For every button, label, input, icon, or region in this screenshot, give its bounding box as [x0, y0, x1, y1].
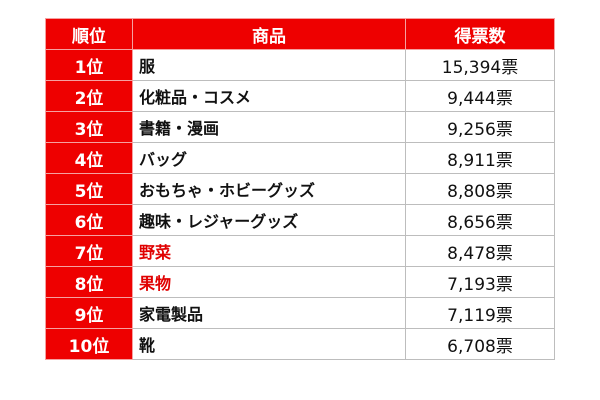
table-row: 6位 趣味・レジャーグッズ 8,656票 [45, 204, 555, 236]
votes-cell: 6,708票 [405, 328, 555, 360]
item-cell: バッグ [132, 142, 406, 174]
item-column-header: 商品 [132, 18, 406, 50]
item-cell: 家電製品 [132, 297, 406, 329]
table-row: 2位 化粧品・コスメ 9,444票 [45, 80, 555, 112]
header-row: 順位 商品 得票数 [45, 18, 555, 50]
ranking-table: 順位 商品 得票数 1位 服 15,394票 2位 化粧品・コスメ 9,444票… [45, 18, 555, 360]
votes-cell: 9,444票 [405, 80, 555, 112]
table-row: 9位 家電製品 7,119票 [45, 297, 555, 329]
rank-cell: 7位 [45, 235, 133, 267]
rank-cell: 5位 [45, 173, 133, 205]
item-cell: 書籍・漫画 [132, 111, 406, 143]
item-cell: 化粧品・コスメ [132, 80, 406, 112]
rank-cell: 6位 [45, 204, 133, 236]
item-cell-highlighted: 果物 [132, 266, 406, 298]
rank-cell: 9位 [45, 297, 133, 329]
votes-cell: 8,656票 [405, 204, 555, 236]
votes-cell: 8,478票 [405, 235, 555, 267]
table-row: 3位 書籍・漫画 9,256票 [45, 111, 555, 143]
table-row: 4位 バッグ 8,911票 [45, 142, 555, 174]
rank-cell: 10位 [45, 328, 133, 360]
table-row: 7位 野菜 8,478票 [45, 235, 555, 267]
table-row: 8位 果物 7,193票 [45, 266, 555, 298]
item-cell: おもちゃ・ホビーグッズ [132, 173, 406, 205]
rank-cell: 1位 [45, 49, 133, 81]
item-cell: 趣味・レジャーグッズ [132, 204, 406, 236]
table-row: 1位 服 15,394票 [45, 49, 555, 81]
rank-cell: 8位 [45, 266, 133, 298]
table-row: 5位 おもちゃ・ホビーグッズ 8,808票 [45, 173, 555, 205]
rank-cell: 3位 [45, 111, 133, 143]
item-cell-highlighted: 野菜 [132, 235, 406, 267]
votes-column-header: 得票数 [405, 18, 555, 50]
table-body: 1位 服 15,394票 2位 化粧品・コスメ 9,444票 3位 書籍・漫画 … [45, 49, 555, 360]
rank-cell: 2位 [45, 80, 133, 112]
rank-column-header: 順位 [45, 18, 133, 50]
item-cell: 靴 [132, 328, 406, 360]
table-header: 順位 商品 得票数 [45, 18, 555, 50]
votes-cell: 7,119票 [405, 297, 555, 329]
votes-cell: 9,256票 [405, 111, 555, 143]
votes-cell: 8,808票 [405, 173, 555, 205]
votes-cell: 15,394票 [405, 49, 555, 81]
votes-cell: 7,193票 [405, 266, 555, 298]
item-cell: 服 [132, 49, 406, 81]
votes-cell: 8,911票 [405, 142, 555, 174]
table-row: 10位 靴 6,708票 [45, 328, 555, 360]
rank-cell: 4位 [45, 142, 133, 174]
